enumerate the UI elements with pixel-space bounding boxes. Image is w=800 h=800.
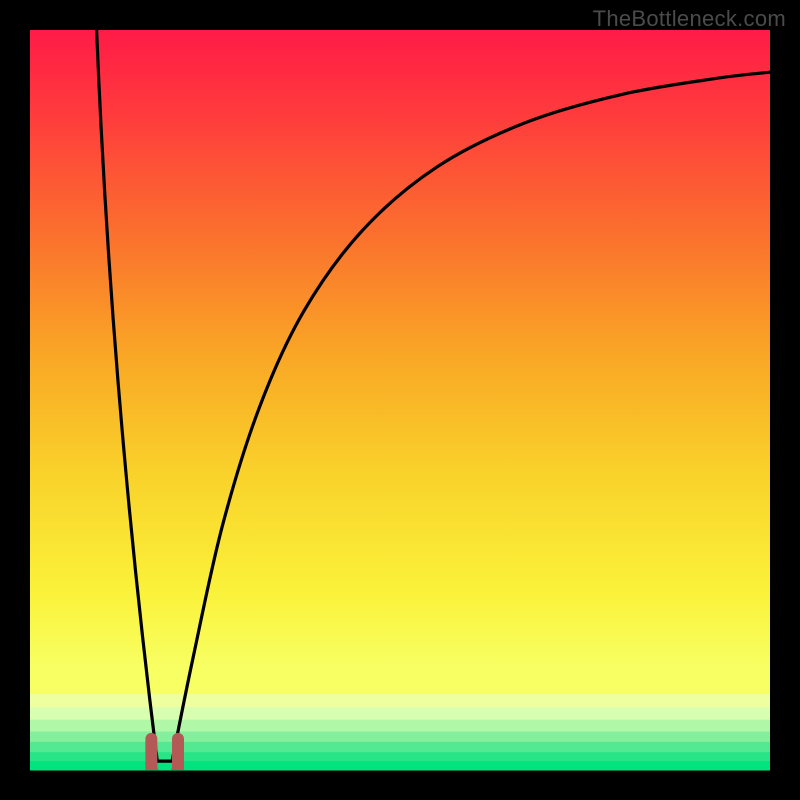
bottleneck-chart: TheBottleneck.com xyxy=(0,0,800,800)
plot-svg xyxy=(0,0,800,800)
watermark-text: TheBottleneck.com xyxy=(593,6,786,32)
